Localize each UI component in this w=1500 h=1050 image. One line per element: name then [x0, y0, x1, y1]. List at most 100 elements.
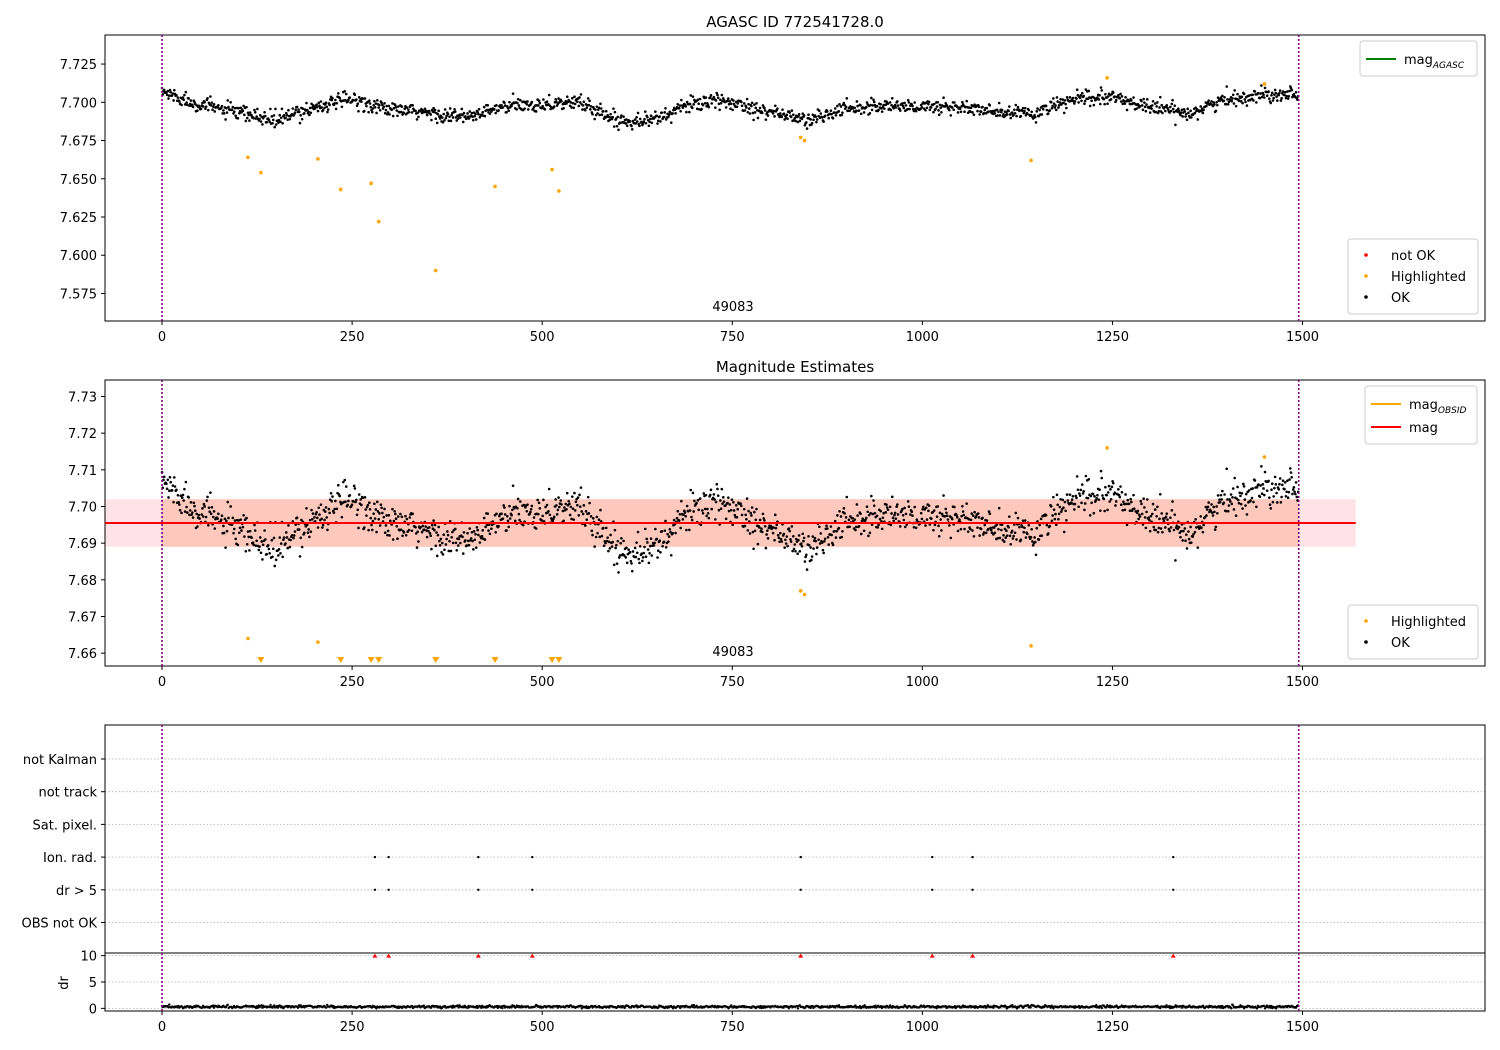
ok-point [628, 120, 632, 123]
ok-point [295, 516, 299, 519]
ok-point [511, 508, 514, 512]
ok-point [612, 107, 615, 110]
ok-point [189, 501, 193, 504]
ok-point [870, 523, 874, 526]
ok-point [996, 114, 1000, 117]
ok-point [1112, 91, 1115, 94]
ok-point [376, 510, 380, 513]
ok-point [1269, 507, 1273, 510]
ok-point [206, 523, 210, 527]
ok-point [644, 121, 648, 125]
ok-point [470, 530, 474, 534]
ok-point [430, 547, 433, 551]
ok-point [274, 558, 278, 562]
ok-point [636, 551, 639, 555]
ok-point [363, 97, 367, 100]
ok-point [753, 510, 756, 514]
ok-point [1247, 489, 1251, 492]
ok-point [909, 513, 912, 516]
ok-point [570, 495, 574, 498]
ok-point [611, 115, 615, 119]
y-tick-label: 7.73 [68, 391, 97, 406]
dr-clipped-marker [798, 953, 804, 958]
ok-point [839, 105, 843, 108]
ok-point [427, 529, 430, 533]
ok-point [455, 548, 459, 552]
ok-point [305, 108, 309, 112]
ok-point [466, 112, 469, 115]
ok-point [1121, 102, 1125, 106]
ok-point [1199, 515, 1203, 518]
ok-point [318, 513, 321, 516]
ok-point [1168, 529, 1171, 533]
ok-point [1138, 515, 1142, 518]
ok-point [685, 110, 688, 114]
ok-point [630, 127, 634, 131]
ok-point [1126, 498, 1130, 502]
ok-point [367, 528, 370, 532]
ok-point [692, 103, 695, 106]
ok-point [818, 525, 821, 529]
ok-point [794, 119, 797, 123]
ok-point [1081, 492, 1085, 495]
ok-point [676, 509, 680, 513]
flag-point [387, 888, 390, 891]
ok-point [1261, 483, 1265, 486]
ok-point [1283, 90, 1287, 94]
dr-point [858, 1004, 862, 1008]
ok-point [698, 497, 702, 500]
ok-point [876, 526, 880, 529]
ok-point [373, 517, 377, 520]
ok-point [1197, 527, 1201, 530]
ok-point [721, 496, 725, 499]
ok-point [269, 107, 272, 111]
ok-point [173, 476, 176, 479]
ok-point [516, 497, 520, 501]
ok-point [577, 514, 581, 517]
ok-point [752, 547, 755, 551]
ok-point [288, 545, 292, 549]
ok-point [1121, 508, 1125, 512]
ok-point [505, 110, 508, 114]
ok-point [537, 512, 540, 516]
ok-point [391, 538, 395, 541]
ok-point [446, 530, 449, 533]
ok-point [625, 118, 628, 121]
ok-point [346, 503, 349, 507]
ok-point [997, 506, 1001, 510]
ok-point [350, 503, 354, 506]
ok-point [973, 510, 976, 514]
ok-point [797, 534, 801, 537]
ok-point [997, 101, 1001, 105]
ok-point [853, 518, 857, 521]
ok-point [1054, 512, 1057, 516]
ok-point [679, 526, 682, 530]
ok-point [1016, 516, 1020, 520]
ok-point [810, 121, 814, 125]
ok-point [1207, 501, 1210, 504]
ok-point [1045, 108, 1049, 112]
x-tick-label: 1000 [906, 330, 939, 345]
ok-point [1174, 123, 1177, 127]
ok-point [373, 106, 377, 109]
ok-point [361, 97, 365, 100]
ok-point [903, 525, 907, 529]
ok-point [731, 523, 734, 526]
ok-point [879, 509, 883, 513]
ok-point [820, 541, 824, 544]
ok-point [537, 104, 540, 107]
ok-point [959, 527, 963, 531]
ok-point [901, 513, 905, 517]
ok-point [1100, 89, 1104, 92]
ok-point [253, 523, 256, 527]
ok-point [1053, 517, 1057, 521]
ok-point [393, 509, 396, 513]
ok-point [574, 500, 578, 504]
ok-point [182, 98, 185, 102]
ok-point [178, 100, 181, 103]
ok-point [992, 526, 996, 529]
ok-point [1286, 479, 1289, 483]
ok-point [467, 543, 471, 547]
ok-point [570, 96, 574, 100]
